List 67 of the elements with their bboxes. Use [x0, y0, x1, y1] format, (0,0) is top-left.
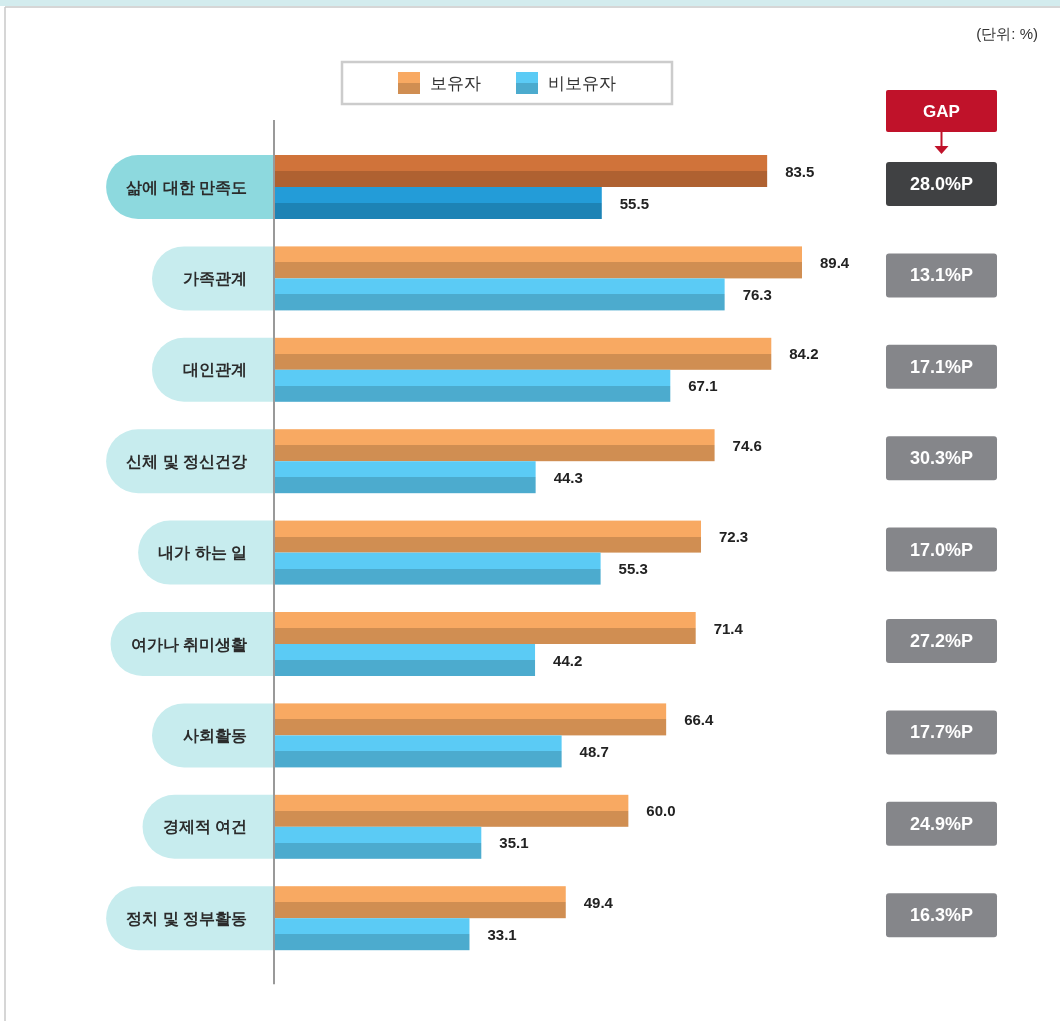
- category-label: 삶에 대한 만족도: [106, 155, 274, 219]
- text: (단위: %): [976, 24, 1038, 42]
- y-tick-label: 내가 하는 일: [158, 544, 247, 562]
- y-tick-label: 대인관계: [183, 361, 247, 379]
- data-label: 55.5: [619, 194, 649, 212]
- y-tick-label: 삶에 대한 만족도: [126, 178, 247, 196]
- category-label: 내가 하는 일: [138, 520, 274, 585]
- gap-value: 24.9%P: [886, 801, 997, 846]
- y-tick-label: 사회활동: [183, 726, 247, 744]
- data-label: 55.3: [618, 560, 648, 578]
- bar: [274, 278, 725, 311]
- data-label: 49.4: [583, 893, 614, 911]
- bar: [274, 552, 601, 585]
- bar: [274, 794, 629, 827]
- gap-value: 17.0%P: [886, 527, 997, 572]
- data-label: 83.5: [785, 162, 815, 180]
- gap-value: 27.2%P: [886, 619, 997, 663]
- y-tick-label: 여가나 취미생활: [130, 635, 247, 653]
- data-label: 71.4: [713, 619, 744, 637]
- bar: [274, 826, 482, 859]
- gap-value: 28.0%P: [886, 162, 997, 206]
- bar: [274, 735, 562, 768]
- gap-value: 17.7%P: [886, 710, 997, 755]
- category-label: 대인관계: [152, 337, 274, 402]
- data-label: 44.2: [553, 651, 583, 669]
- bar: [274, 461, 536, 494]
- category-label: 정치 및 정부활동: [106, 886, 274, 951]
- bar: [274, 644, 536, 676]
- data-label: 48.7: [579, 742, 609, 760]
- bar: [274, 612, 696, 644]
- category-label: 여가나 취미생활: [110, 612, 274, 676]
- bar: [274, 429, 715, 462]
- data-label: 60.0: [646, 802, 676, 820]
- y-tick-label: 가족관계: [183, 269, 247, 287]
- data-label: 67.1: [688, 377, 718, 395]
- data-label: 66.4: [684, 710, 715, 728]
- bar: [274, 703, 667, 736]
- gap-header: GAP: [886, 90, 997, 132]
- y-tick-label: 신체 및 정신건강: [126, 452, 247, 470]
- data-label: 72.3: [719, 528, 749, 546]
- data-label: 35.1: [499, 834, 529, 852]
- y-tick-label: 정치 및 정부활동: [126, 909, 247, 927]
- data-label: 76.3: [742, 285, 772, 303]
- bar: [274, 337, 772, 370]
- data-label: 84.2: [789, 345, 819, 363]
- gap-value: 16.3%P: [886, 893, 997, 938]
- bar: [274, 155, 768, 187]
- bar: [274, 187, 602, 219]
- data-label: 74.6: [732, 436, 762, 454]
- data-label: 33.1: [487, 925, 517, 943]
- legend-label: 보유자: [430, 73, 481, 93]
- category-label: 가족관계: [152, 246, 274, 311]
- data-label: 89.4: [820, 253, 850, 271]
- gap-value: 17.1%P: [886, 344, 997, 389]
- y-tick-label: 경제적 여건: [162, 818, 247, 836]
- bar: [274, 918, 470, 951]
- legend-label: 비보유자: [548, 73, 616, 93]
- category-label: 신체 및 정신건강: [106, 429, 274, 494]
- bar: [274, 369, 671, 402]
- data-label: 44.3: [553, 468, 583, 486]
- bar: [274, 520, 702, 553]
- category-label: 경제적 여건: [142, 794, 274, 859]
- category-label: 사회활동: [152, 703, 274, 768]
- gap-value: 30.3%P: [886, 436, 997, 481]
- bar: [274, 246, 802, 279]
- gap-value: 13.1%P: [886, 253, 997, 298]
- bar: [274, 886, 566, 919]
